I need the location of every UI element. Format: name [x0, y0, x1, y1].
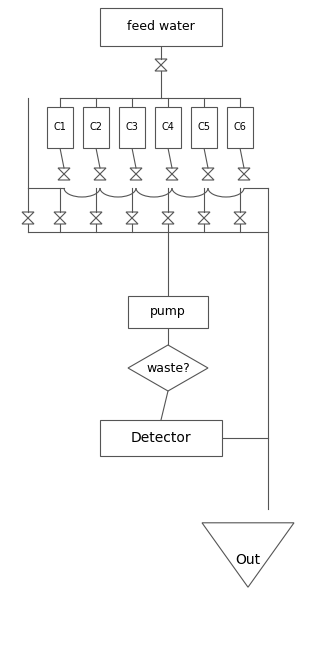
Text: C1: C1: [54, 122, 66, 133]
Text: C2: C2: [89, 122, 103, 133]
FancyBboxPatch shape: [100, 420, 222, 456]
Text: C5: C5: [197, 122, 211, 133]
Text: waste?: waste?: [146, 361, 190, 374]
FancyBboxPatch shape: [227, 107, 253, 148]
FancyBboxPatch shape: [83, 107, 109, 148]
FancyBboxPatch shape: [128, 296, 208, 328]
Text: pump: pump: [150, 305, 186, 319]
Text: C6: C6: [234, 122, 246, 133]
Text: Detector: Detector: [131, 431, 191, 445]
Polygon shape: [202, 523, 294, 587]
FancyBboxPatch shape: [155, 107, 181, 148]
Text: C4: C4: [162, 122, 174, 133]
Polygon shape: [128, 345, 208, 391]
FancyBboxPatch shape: [47, 107, 73, 148]
FancyBboxPatch shape: [119, 107, 145, 148]
Text: Out: Out: [236, 553, 261, 567]
FancyBboxPatch shape: [191, 107, 217, 148]
Text: feed water: feed water: [127, 21, 195, 33]
Text: C3: C3: [126, 122, 139, 133]
FancyBboxPatch shape: [100, 8, 222, 46]
